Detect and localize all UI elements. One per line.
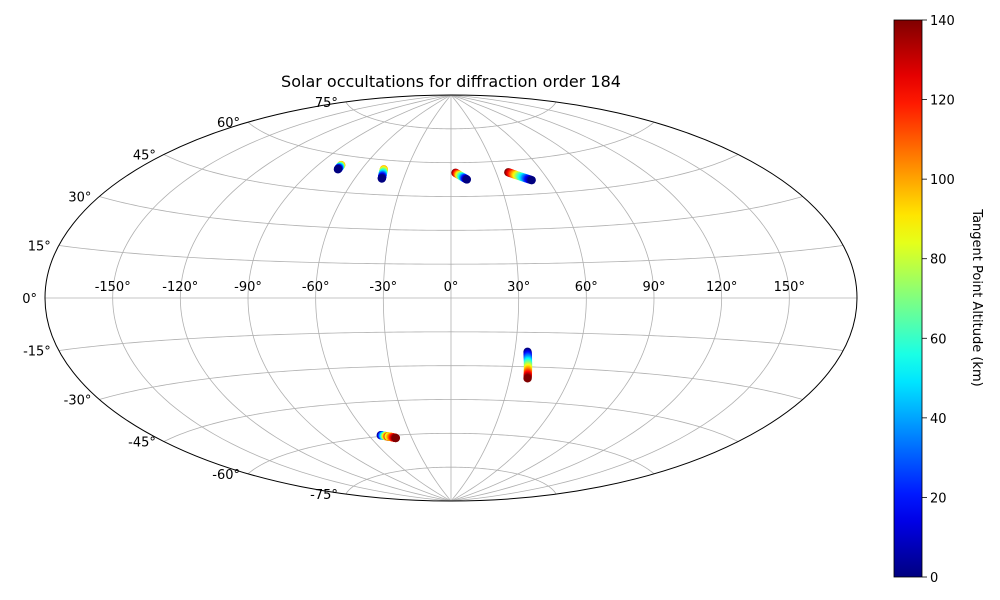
longitude-gridline xyxy=(247,94,452,502)
colorbar-tick-label: 120 xyxy=(930,94,955,109)
colorbar-gradient xyxy=(893,19,923,578)
latitude-tick-label: -60° xyxy=(212,468,240,483)
longitude-tick-label: -90° xyxy=(234,280,262,295)
longitude-tick-label: 120° xyxy=(706,280,737,295)
latitude-tick-label: 75° xyxy=(315,96,338,111)
latitude-tick-label: 15° xyxy=(28,240,51,255)
latitude-tick-label: -15° xyxy=(23,345,51,360)
colorbar-tick-label: 100 xyxy=(930,173,955,188)
colorbar-tick-label: 40 xyxy=(930,412,947,427)
longitude-tick-label: -120° xyxy=(162,280,198,295)
longitude-gridline xyxy=(450,94,790,502)
longitude-tick-label: 60° xyxy=(575,280,598,295)
latitude-tick-label: 30° xyxy=(68,191,91,206)
occultation-point xyxy=(391,433,401,443)
longitude-gridline xyxy=(382,94,452,502)
colorbar-tick-label: 140 xyxy=(930,14,955,29)
longitude-gridline xyxy=(179,94,452,502)
colorbar-tick-label: 0 xyxy=(930,571,938,586)
longitude-gridline xyxy=(450,94,587,502)
longitude-tick-label: -60° xyxy=(302,280,330,295)
longitude-gridline xyxy=(450,94,723,502)
longitude-tick-label: 0° xyxy=(444,280,459,295)
colorbar-tick-label: 60 xyxy=(930,332,947,347)
colorbar-tick-label: 80 xyxy=(930,253,947,268)
colorbar-tick-label: 20 xyxy=(930,491,947,506)
occultation-point xyxy=(523,374,532,383)
longitude-tick-label: 30° xyxy=(507,280,530,295)
colorbar-tick-labels: 0 20 40 60 80 100 120 140 xyxy=(922,14,955,586)
latitude-tick-label: -75° xyxy=(310,488,338,503)
occultation-point xyxy=(527,175,536,185)
longitude-tick-labels: -150° -120° -90° -60° -30° 0° 30° 60° 90° 120° 150… xyxy=(95,280,805,295)
colorbar: 0 20 40 60 80 100 120 140 Tangent Point Altitud… xyxy=(893,14,984,586)
map-boundary xyxy=(44,94,858,502)
latitude-tick-label: -45° xyxy=(128,436,156,451)
longitude-tick-label: -30° xyxy=(369,280,397,295)
chart-title: Solar occultations for diffraction order… xyxy=(281,72,621,91)
occultation-point xyxy=(333,165,343,174)
latitude-tick-label: -30° xyxy=(64,394,92,409)
latitude-tick-label: 60° xyxy=(217,116,240,131)
latitude-tick-label: 0° xyxy=(22,292,37,307)
occultation-point xyxy=(377,174,387,183)
latitude-tick-labels: -75° -60° -45° -30° -15° 0° 15° 30° 45° 60° 75° xyxy=(22,96,338,503)
colorbar-label: Tangent Point Altitude (km) xyxy=(969,208,984,386)
occultation-point xyxy=(462,175,472,184)
longitude-gridline xyxy=(450,94,520,502)
longitude-gridline xyxy=(450,94,655,502)
occultation-points xyxy=(333,160,536,443)
longitude-tick-label: -150° xyxy=(95,280,131,295)
longitude-tick-label: 150° xyxy=(774,280,805,295)
latitude-tick-label: 45° xyxy=(133,149,156,164)
longitude-tick-label: 90° xyxy=(642,280,665,295)
map-grid xyxy=(45,94,857,502)
longitude-gridline xyxy=(315,94,452,502)
longitude-gridline xyxy=(112,94,452,502)
